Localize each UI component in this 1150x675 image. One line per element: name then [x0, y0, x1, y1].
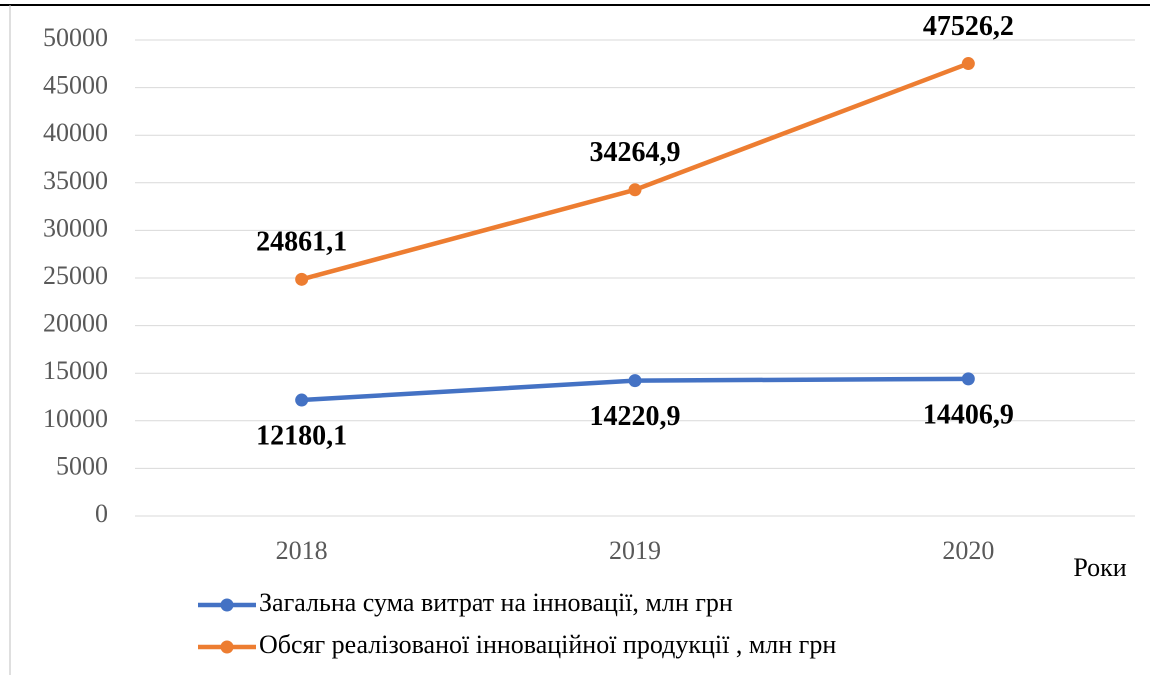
- point: [628, 374, 642, 388]
- y-tick-label: 30000: [43, 213, 108, 242]
- x-tick-label: 2020: [942, 536, 994, 565]
- y-tick-label: 5000: [56, 451, 108, 480]
- y-tick-label: 20000: [43, 309, 108, 338]
- data-label: 47526,2: [923, 11, 1014, 42]
- y-tick-label: 40000: [43, 118, 108, 147]
- data-label: 12180,1: [256, 420, 347, 451]
- x-tick-label: 2019: [609, 536, 661, 565]
- y-tick-label: 50000: [43, 23, 108, 52]
- legend-label: Обсяг реалізованої інноваційної продукці…: [259, 630, 836, 659]
- y-tick-label: 15000: [43, 356, 108, 385]
- point: [961, 57, 975, 71]
- y-tick-label: 0: [95, 499, 108, 528]
- y-tick-label: 45000: [43, 71, 108, 100]
- x-tick-label: 2018: [276, 536, 328, 565]
- y-tick-label: 35000: [43, 166, 108, 195]
- y-tick-label: 10000: [43, 404, 108, 433]
- data-label: 34264,9: [590, 137, 681, 168]
- data-label: 14406,9: [923, 399, 1014, 430]
- series-line: [301, 61, 970, 282]
- data-label: 24861,1: [256, 227, 347, 258]
- point: [295, 393, 309, 407]
- point: [961, 372, 975, 386]
- point: [628, 183, 642, 197]
- legend-marker: [220, 640, 234, 654]
- x-axis-label: Роки: [1073, 553, 1126, 582]
- data-label: 14220,9: [590, 401, 681, 432]
- legend-marker: [220, 598, 234, 612]
- point: [295, 272, 309, 286]
- legend-label: Загальна сума витрат на інновації, млн г…: [259, 588, 733, 617]
- y-tick-label: 25000: [43, 261, 108, 290]
